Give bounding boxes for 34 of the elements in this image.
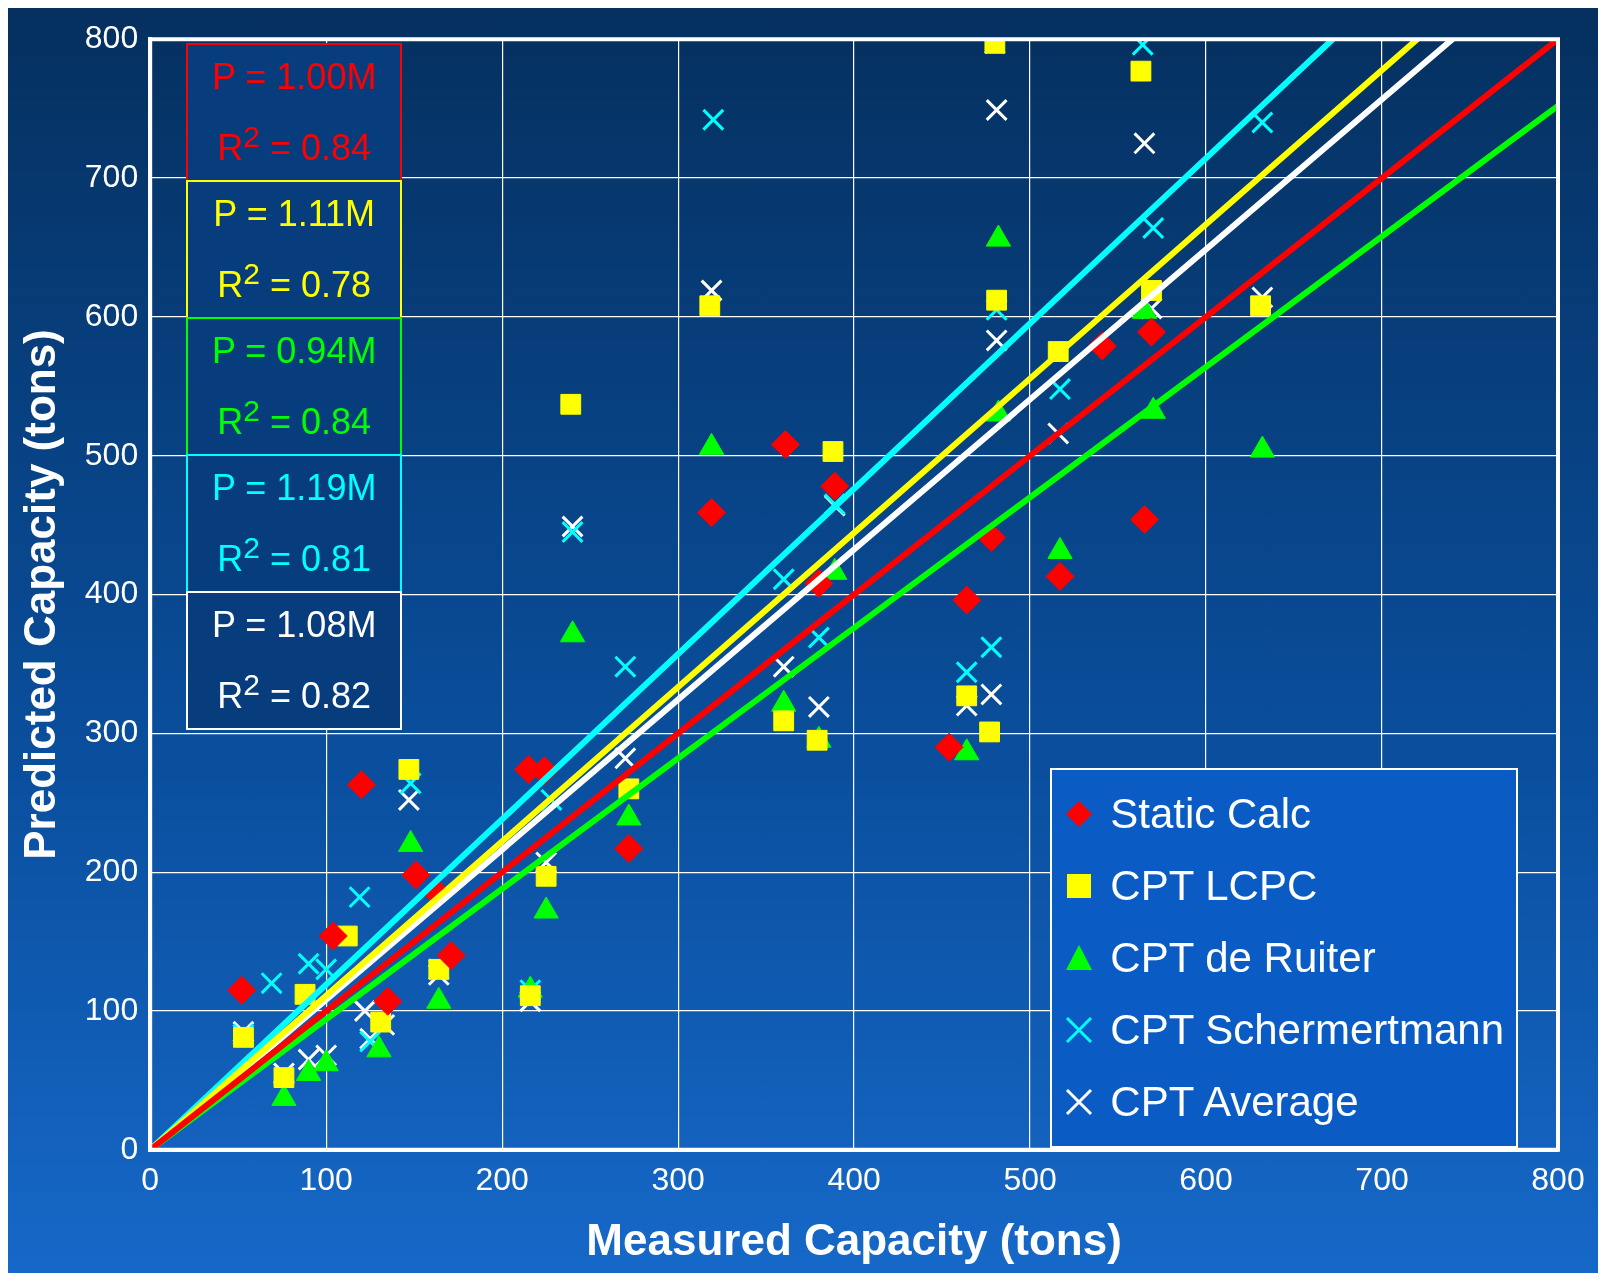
x-tick-label: 400 [827, 1160, 881, 1197]
y-tick-label: 700 [84, 157, 139, 194]
annotation: R$^{2}$ = 0.78 [216, 256, 373, 308]
y-tick-label: 200 [84, 851, 139, 888]
annotation: P = 1.08M [210, 603, 378, 648]
x-tick-label: 700 [1355, 1160, 1409, 1197]
x-axis-title: Measured Capacity (tons) [586, 1214, 1122, 1264]
legend-label: CPT LCPC [1110, 860, 1318, 911]
annotation: P = 1.19M [210, 466, 378, 511]
x-tick-label: 100 [299, 1160, 353, 1197]
legend-label: Static Calc [1110, 788, 1312, 839]
annotation: R$^{2}$ = 0.84 [216, 119, 373, 171]
x-tick-label: 500 [1003, 1160, 1057, 1197]
annotation: R$^{2}$ = 0.82 [216, 667, 373, 719]
x-tick-label: 200 [475, 1160, 529, 1197]
y-tick-label: 0 [120, 1129, 139, 1166]
y-tick-label: 300 [84, 713, 139, 750]
legend-label: CPT Average [1110, 1076, 1359, 1127]
x-tick-label: 800 [1531, 1160, 1585, 1197]
x-tick-label: 600 [1179, 1160, 1233, 1197]
annotation: P = 1.11M [212, 192, 377, 237]
annotation: P = 0.94M [210, 329, 378, 374]
y-tick-label: 600 [84, 296, 139, 333]
y-tick-label: 500 [84, 435, 139, 472]
y-axis-title: Predicted Capacity (tons) [14, 329, 64, 860]
legend-label: CPT Schermertmann [1110, 1004, 1504, 1055]
legend-label: CPT de Ruiter [1110, 932, 1376, 983]
y-tick-label: 100 [84, 990, 139, 1027]
y-tick-label: 800 [84, 19, 139, 56]
x-tick-label: 300 [651, 1160, 705, 1197]
annotation: P = 1.00M [210, 55, 378, 100]
annotation: R$^{2}$ = 0.81 [216, 530, 373, 582]
y-tick-label: 400 [84, 574, 139, 611]
annotation: R$^{2}$ = 0.84 [216, 393, 373, 445]
